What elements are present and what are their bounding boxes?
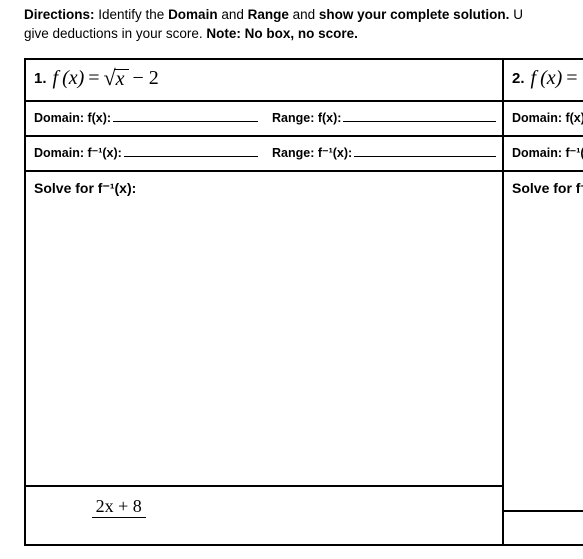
directions-label: Directions: [24,7,95,22]
domain-row-1-p2: Domain: f(x): [504,100,583,135]
blank-line [124,145,258,157]
domain-row-2-p2: Domain: f⁻¹(x): [504,135,583,170]
range-fx-cell: Range: f(x): [264,102,502,135]
domain-fx-cell-p2: Domain: f(x): [504,102,583,135]
problem-1-function: 1. f(x) = √ x − 2 [26,60,502,100]
domain-fx-cell: Domain: f(x): [26,102,264,135]
blank-line [354,145,496,157]
sqrt-expression: √ x [104,69,129,88]
problem-1-box: 1. f(x) = √ x − 2 Domain: f(x): Range: f… [24,58,504,546]
domain-range-row-1: Domain: f(x): Range: f(x): [26,100,502,135]
blank-line [113,110,258,122]
directions-text: Directions: Identify the Domain and Rang… [24,6,573,44]
problems-container: 1. f(x) = √ x − 2 Domain: f(x): Range: f… [24,58,573,546]
workspace-2 [504,207,583,510]
range-finv-cell: Range: f⁻¹(x): [264,137,502,170]
workspace-1 [26,207,502,485]
next-function-row: f(x) = 2x + 8 den f(x) = [26,485,502,544]
domain-finv-cell-p2: Domain: f⁻¹(x): [504,137,583,170]
solve-header-1: Solve for f⁻¹(x): [26,170,502,207]
blank-line [343,110,496,122]
domain-finv-cell: Domain: f⁻¹(x): [26,137,264,170]
next-function-row-2 [504,510,583,544]
problem-2-function: 2. f(x) = [504,60,583,100]
domain-range-row-2: Domain: f⁻¹(x): Range: f⁻¹(x): [26,135,502,170]
fraction: 2x + 8 den [92,497,146,538]
problem-2-box: 2. f(x) = Domain: f(x): Domain: f⁻¹(x): … [504,58,583,546]
note-text: Note: No box, no score. [206,26,358,41]
solve-header-2: Solve for f⁻¹( [504,170,583,207]
